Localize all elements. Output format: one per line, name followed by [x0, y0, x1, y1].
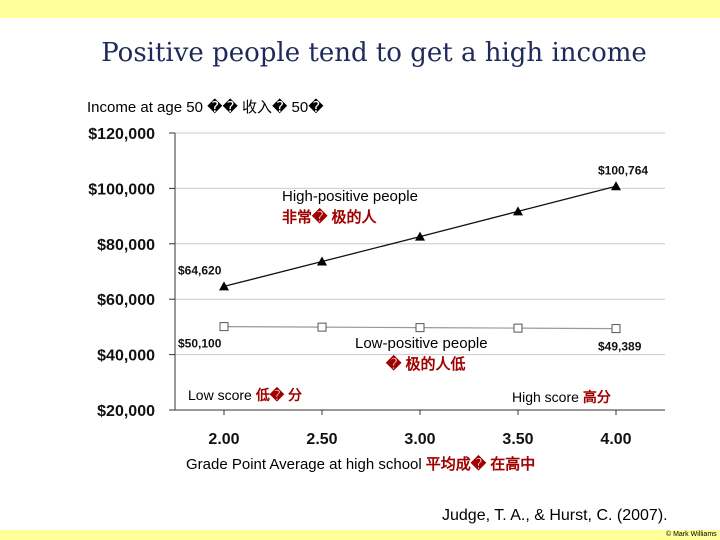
y-tick-labels: $20,000 $40,000 $60,000 $80,000 $100,000 $120…: [88, 126, 155, 420]
data-point-square: [219, 322, 229, 332]
low-score-annotation: Low score 低� 分: [188, 386, 302, 403]
data-point-square: [415, 323, 425, 333]
plot-area: [175, 133, 665, 410]
x-tick-labels: 2.00 2.50 3.00 3.50 4.00: [208, 431, 631, 448]
series-layer: [219, 181, 621, 334]
data-label-end: $49,389: [598, 340, 642, 354]
gridlines: [169, 132, 665, 415]
data-point-triangle: [219, 281, 229, 291]
low-series-label-cn: � 极的人低: [385, 354, 466, 373]
y-tick-label: $120,000: [88, 126, 155, 143]
data-point-triangle: [513, 206, 523, 216]
data-labels: $64,620 $100,764 $50,100 $49,389: [178, 163, 648, 353]
x-tick-label: 3.00: [404, 431, 435, 448]
data-point-triangle: [317, 256, 327, 266]
data-point-square: [611, 324, 621, 334]
y-tick-label: $60,000: [97, 292, 155, 309]
x-tick-label: 4.00: [600, 431, 631, 448]
bottom-accent-bar: [0, 530, 720, 540]
high-score-annotation: High score 高分: [512, 389, 611, 405]
low-series-label: Low-positive people: [355, 335, 488, 352]
data-point-triangle: [415, 231, 425, 241]
x-axis-label: Grade Point Average at high school 平均成� 在…: [186, 454, 535, 473]
data-point-square: [317, 322, 327, 332]
data-point-square: [513, 323, 523, 333]
chart-caption: Income at age 50 �� 收入� 50�: [87, 99, 324, 116]
slide-title: Positive people tend to get a high incom…: [101, 38, 647, 68]
y-tick-label: $100,000: [88, 181, 155, 198]
citation: Judge, T. A., & Hurst, C. (2007).: [442, 507, 668, 524]
x-tick-label: 2.00: [208, 431, 239, 448]
y-tick-label: $80,000: [97, 237, 155, 254]
data-point-triangle: [611, 181, 621, 191]
x-tick-label: 2.50: [306, 431, 337, 448]
top-accent-bar: [0, 0, 720, 18]
high-series-label-cn: 非常� 极的人: [282, 207, 378, 226]
high-series-label: High-positive people: [282, 188, 418, 205]
data-label-start: $50,100: [178, 337, 222, 351]
data-label-start: $64,620: [178, 263, 222, 277]
y-tick-label: $20,000: [97, 403, 155, 420]
data-label-end: $100,764: [598, 163, 648, 177]
x-tick-label: 3.50: [502, 431, 533, 448]
y-tick-label: $40,000: [97, 348, 155, 365]
copyright-note: © Mark Williams: [666, 531, 717, 538]
